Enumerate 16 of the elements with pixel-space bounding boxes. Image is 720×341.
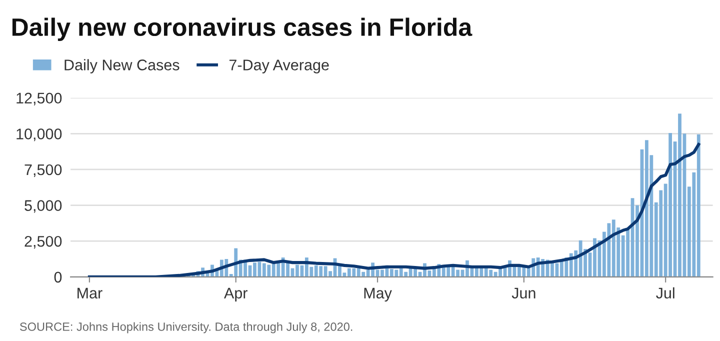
source-note: SOURCE: Johns Hopkins University. Data through July 8, 2020. xyxy=(20,322,352,334)
chart-title: Daily new coronavirus cases in Florida xyxy=(12,18,472,41)
x-tick-label: Apr xyxy=(224,288,248,302)
y-tick-label: 10,000 xyxy=(16,128,62,142)
x-tick-label: May xyxy=(364,288,392,302)
x-tick-label: Mar xyxy=(78,288,102,299)
y-tick-label: 7,500 xyxy=(24,164,62,177)
y-tick-label: 5,000 xyxy=(24,200,62,213)
x-tick-label: Jul xyxy=(656,287,674,299)
legend-label: Daily New Cases xyxy=(64,59,180,74)
line-series xyxy=(88,142,700,277)
y-tick-label: 12,500 xyxy=(16,92,62,106)
y-tick-label: 2,500 xyxy=(24,236,62,249)
legend-label: 7-Day Average xyxy=(229,60,329,74)
y-tick-label: 0 xyxy=(54,272,62,283)
x-tick-label: Jun xyxy=(512,288,536,299)
